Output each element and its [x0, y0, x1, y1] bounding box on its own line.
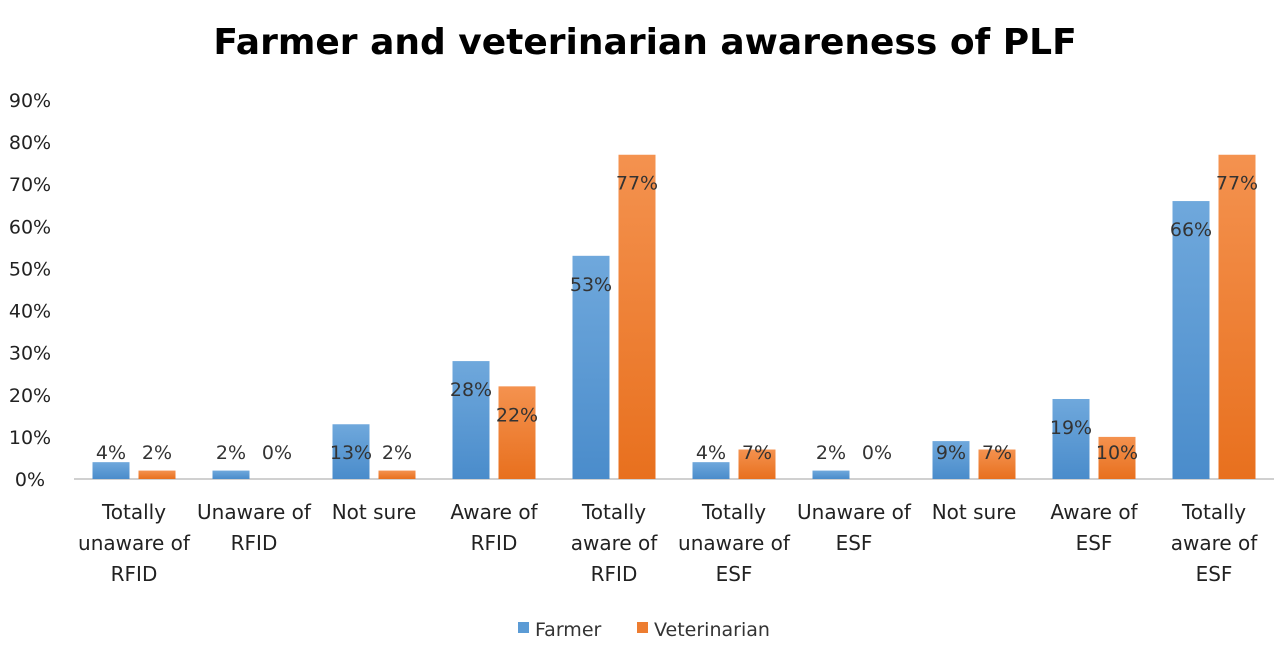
data-label: 2% — [382, 442, 412, 464]
y-tick-label: 80% — [9, 132, 51, 154]
bar-farmer — [332, 424, 370, 479]
data-label: 77% — [616, 173, 658, 195]
bars: 4% 2% 2% 0% 13% 2% 28%22% 53% 77% 4% 7% 2% 0% 9% 7% 19%… — [92, 154, 1258, 480]
y-tick-label: 40% — [9, 301, 51, 323]
data-label: 0% — [262, 442, 292, 464]
legend: Farmer Veterinarian — [518, 619, 770, 641]
bar-veterinarian — [738, 449, 776, 479]
legend-swatch — [637, 622, 648, 633]
data-label: 7% — [982, 442, 1012, 464]
y-tick-label: 90% — [9, 90, 51, 112]
data-label: 13% — [330, 442, 372, 464]
data-label: 7% — [742, 442, 772, 464]
y-tick-label: 0% — [15, 469, 45, 491]
bar-veterinarian — [1218, 154, 1256, 479]
y-tick-label: 50% — [9, 258, 51, 280]
x-tick-label: Not sure — [932, 500, 1017, 524]
legend-label: Farmer — [535, 619, 602, 641]
y-tick-label: 60% — [9, 216, 51, 238]
y-tick-label: 70% — [9, 174, 51, 196]
bar-farmer — [1052, 398, 1090, 479]
bar-veterinarian — [1098, 436, 1136, 479]
data-label: 2% — [216, 442, 246, 464]
bar-farmer — [452, 361, 490, 479]
x-tick-label: Aware of RFID — [450, 500, 538, 555]
data-label: 53% — [570, 274, 612, 296]
x-tick-label: Unaware of RFID — [197, 500, 312, 555]
data-label: 19% — [1050, 417, 1092, 439]
data-label: 0% — [862, 442, 892, 464]
x-tick-label: Totally aware of ESF — [1171, 500, 1259, 586]
chart-title: Farmer and veterinarian awareness of PLF — [213, 22, 1076, 63]
y-tick-label: 20% — [9, 385, 51, 407]
data-label: 28% — [450, 379, 492, 401]
x-tick-label: Totally unaware of ESF — [678, 500, 791, 586]
bar-veterinarian — [498, 386, 536, 479]
data-label: 22% — [496, 404, 538, 426]
data-label: 4% — [696, 442, 726, 464]
bar-veterinarian — [138, 470, 176, 479]
bar-farmer — [212, 470, 250, 479]
y-tick-label: 30% — [9, 343, 51, 365]
bar-veterinarian — [378, 470, 416, 479]
x-tick-label: Not sure — [332, 500, 417, 524]
legend-label: Veterinarian — [654, 619, 770, 641]
x-tick-label: Unaware of ESF — [797, 500, 912, 555]
bar-farmer — [92, 462, 130, 479]
x-tick-label: Totally unaware of RFID — [78, 500, 191, 586]
bar-farmer — [932, 441, 970, 479]
data-label: 2% — [142, 442, 172, 464]
data-label: 66% — [1170, 219, 1212, 241]
bar-farmer — [812, 470, 850, 479]
x-tick-label: Totally aware of RFID — [571, 500, 659, 586]
bar-farmer — [692, 462, 730, 479]
data-label: 4% — [96, 442, 126, 464]
data-label: 9% — [936, 442, 966, 464]
bar-veterinarian — [978, 449, 1016, 479]
bar-veterinarian — [618, 154, 656, 479]
y-tick-label: 10% — [9, 427, 51, 449]
data-label: 77% — [1216, 173, 1258, 195]
bar-farmer — [1172, 201, 1210, 480]
data-label: 2% — [816, 442, 846, 464]
legend-swatch — [518, 622, 529, 633]
bar-farmer — [572, 255, 610, 479]
data-label: 10% — [1096, 442, 1138, 464]
x-tick-label: Aware of ESF — [1050, 500, 1138, 555]
